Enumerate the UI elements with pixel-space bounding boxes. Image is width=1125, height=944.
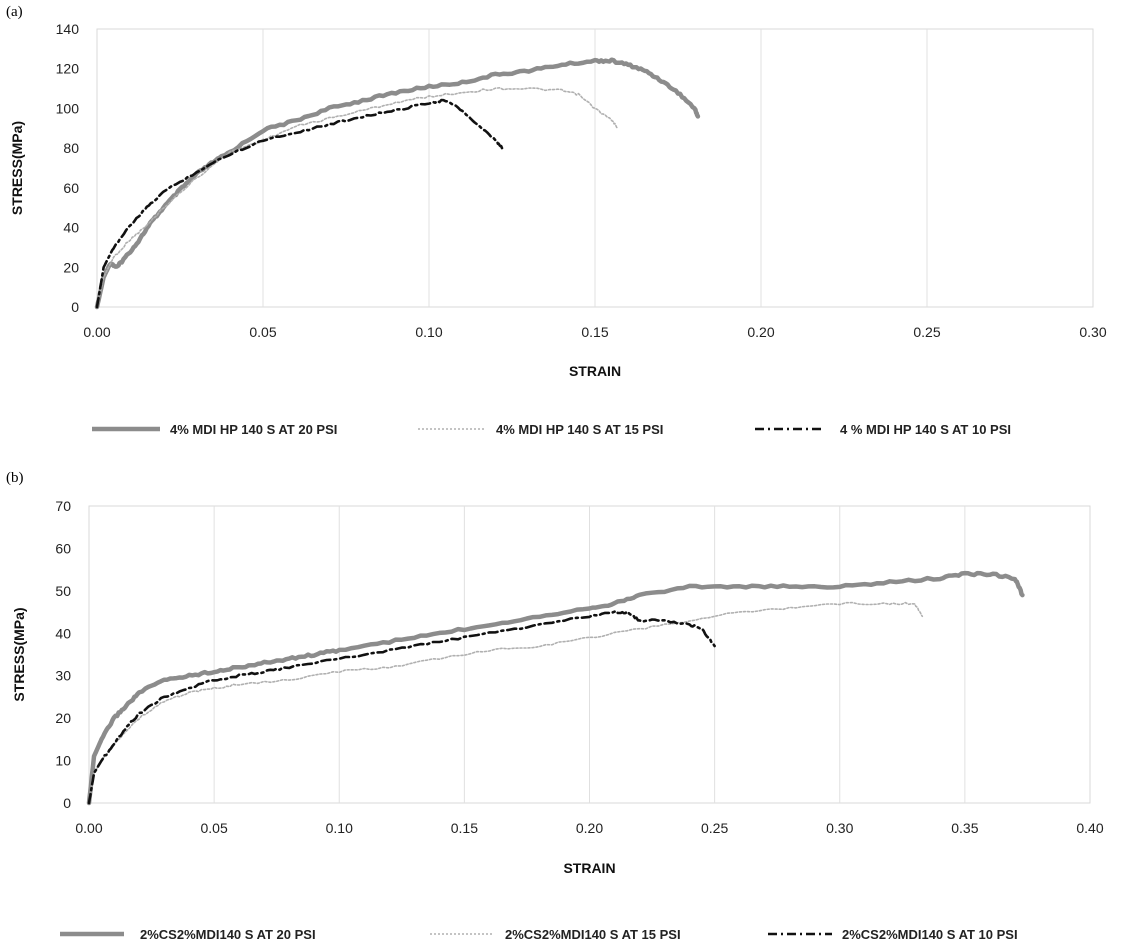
- x-tick-label: 0.05: [201, 820, 228, 836]
- x-tick-label: 0.25: [913, 324, 940, 340]
- stress-strain-chart-a: 0.00 0.05 0.10 0.15 0.20 0.25 0.30 0 20 40 60 80 100…: [9, 21, 1107, 437]
- panel-label-b: (b): [6, 470, 24, 486]
- legend: 2%CS2%MDI140 S AT 20 PSI 2%CS2%MDI140 S A…: [60, 927, 1018, 942]
- y-axis-title: STRESS(MPa): [9, 121, 25, 215]
- y-tick-label: 120: [56, 61, 80, 77]
- legend-label: 4% MDI HP 140 S AT 15 PSI: [496, 422, 663, 437]
- y-tick-label: 40: [63, 220, 79, 236]
- x-axis-title: STRAIN: [563, 860, 615, 876]
- x-tick-label: 0.25: [701, 820, 728, 836]
- y-tick-label: 100: [56, 100, 80, 116]
- x-tick-label: 0.00: [75, 820, 102, 836]
- series-line: [96, 87, 619, 308]
- series-line: [95, 98, 504, 309]
- y-tick-label: 30: [55, 668, 71, 684]
- x-tick-label: 0.20: [576, 820, 603, 836]
- legend-label: 4% MDI HP 140 S AT 20 PSI: [170, 422, 337, 437]
- series-line: [88, 601, 924, 804]
- y-tick-label: 0: [71, 299, 79, 315]
- x-tick-label: 0.10: [415, 324, 442, 340]
- x-tick-label: 0.15: [451, 820, 478, 836]
- x-tick-label: 0.20: [747, 324, 774, 340]
- x-tick-label: 0.40: [1076, 820, 1103, 836]
- x-tick-label: 0.30: [1079, 324, 1106, 340]
- x-tick-label: 0.15: [581, 324, 608, 340]
- y-axis-title: STRESS(MPa): [11, 607, 27, 701]
- y-tick-label: 80: [63, 140, 79, 156]
- y-tick-label: 60: [63, 180, 79, 196]
- y-tick-label: 50: [55, 583, 71, 599]
- y-tick-label: 140: [56, 21, 80, 37]
- y-tick-label: 70: [55, 498, 71, 514]
- y-tick-label: 20: [55, 710, 71, 726]
- y-tick-label: 20: [63, 259, 79, 275]
- y-tick-label: 0: [63, 795, 71, 811]
- y-tick-label: 60: [55, 540, 71, 556]
- legend-label: 2%CS2%MDI140 S AT 20 PSI: [140, 927, 316, 942]
- legend: 4% MDI HP 140 S AT 20 PSI 4% MDI HP 140 S…: [92, 422, 1011, 437]
- panel-label-a: (a): [6, 4, 23, 20]
- legend-label: 2%CS2%MDI140 S AT 15 PSI: [505, 927, 681, 942]
- x-tick-label: 0.00: [83, 324, 110, 340]
- x-tick-label: 0.10: [326, 820, 353, 836]
- series-line: [86, 570, 1025, 806]
- legend-label: 4 % MDI HP 140 S AT 10 PSI: [840, 422, 1011, 437]
- stress-strain-chart-b: 0.00 0.05 0.10 0.15 0.20 0.25 0.30 0.35 0.40 0 10 2…: [11, 498, 1104, 942]
- x-axis-title: STRAIN: [569, 363, 621, 379]
- x-tick-label: 0.05: [249, 324, 276, 340]
- y-tick-label: 40: [55, 625, 71, 641]
- series-line: [94, 57, 701, 310]
- legend-label: 2%CS2%MDI140 S AT 10 PSI: [842, 927, 1018, 942]
- y-tick-label: 10: [55, 753, 71, 769]
- series-line: [87, 609, 716, 805]
- x-tick-label: 0.30: [826, 820, 853, 836]
- x-tick-label: 0.35: [951, 820, 978, 836]
